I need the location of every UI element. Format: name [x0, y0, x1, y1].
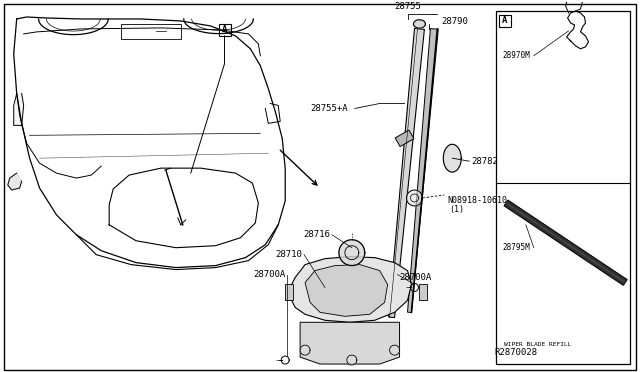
Polygon shape — [339, 240, 365, 266]
Bar — [219, 24, 230, 36]
Polygon shape — [444, 144, 461, 172]
Text: 28716: 28716 — [303, 230, 330, 239]
Text: A: A — [222, 25, 227, 35]
Text: 28710: 28710 — [275, 250, 302, 259]
Text: R2870028: R2870028 — [494, 348, 537, 357]
Polygon shape — [347, 355, 356, 365]
Polygon shape — [305, 264, 388, 316]
Text: 28700A: 28700A — [399, 273, 432, 282]
Text: 28970M: 28970M — [502, 51, 530, 60]
Polygon shape — [8, 173, 22, 190]
Polygon shape — [388, 28, 424, 318]
Text: 28795M: 28795M — [502, 243, 530, 252]
Text: 28755: 28755 — [394, 2, 421, 11]
Polygon shape — [285, 285, 293, 301]
Polygon shape — [413, 20, 426, 28]
Polygon shape — [419, 285, 428, 301]
Text: 28755+A: 28755+A — [310, 104, 348, 113]
Text: N08918-10610: N08918-10610 — [447, 196, 508, 205]
Bar — [496, 11, 630, 364]
Bar — [121, 24, 180, 39]
Polygon shape — [390, 345, 399, 355]
Bar — [395, 130, 414, 147]
Text: A: A — [502, 16, 508, 25]
Polygon shape — [300, 345, 310, 355]
Polygon shape — [13, 94, 24, 125]
Polygon shape — [406, 190, 422, 206]
Polygon shape — [504, 200, 627, 285]
Text: 28700A: 28700A — [253, 270, 285, 279]
Text: 28790: 28790 — [442, 17, 468, 26]
Bar — [499, 15, 511, 27]
Text: WIPER BLADE REFILL: WIPER BLADE REFILL — [504, 341, 572, 347]
Polygon shape — [300, 322, 399, 364]
Text: 28782: 28782 — [471, 157, 498, 166]
Polygon shape — [290, 257, 412, 322]
Polygon shape — [408, 29, 438, 312]
Text: (1): (1) — [449, 205, 464, 214]
